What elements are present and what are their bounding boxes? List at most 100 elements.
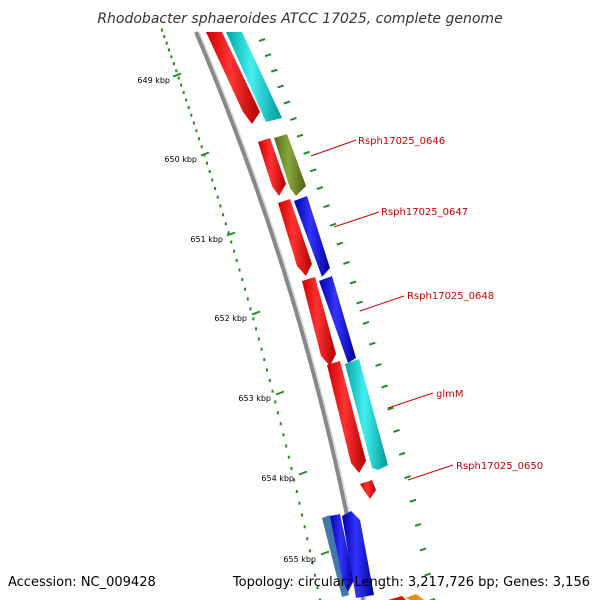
scale-dot	[238, 268, 241, 272]
outer-ring-dash	[283, 100, 291, 105]
genome-backbone-highlight	[198, 31, 367, 600]
gene-arrow[interactable]	[226, 32, 282, 122]
scale-dot	[313, 573, 316, 577]
scale-dot	[177, 76, 180, 80]
scale-dot	[198, 137, 201, 141]
scale-dot	[279, 422, 282, 426]
gene-arrow[interactable]	[319, 276, 356, 363]
accession-text: Accession: NC_009428	[8, 575, 156, 590]
scale-dot	[227, 231, 230, 235]
outer-ring-dash	[387, 406, 394, 411]
gene-arrow[interactable]	[258, 138, 286, 196]
scale-dot	[311, 561, 314, 565]
kbp-label-649: 649 kbp	[137, 76, 170, 85]
gene-labels: Rsph17025_0646 Rsph17025_0647 Rsph17025_…	[310, 136, 543, 481]
scale-dot	[287, 455, 290, 459]
gene-label-rsph17025-0650[interactable]: Rsph17025_0650	[456, 461, 543, 472]
scale-dot	[293, 478, 296, 482]
outer-ring-dash	[323, 204, 330, 209]
scale-dot	[285, 444, 288, 448]
map-title: Rhodobacter sphaeroides ATCC 17025, comp…	[97, 11, 502, 27]
outer-ring-dash	[258, 38, 266, 42]
scale-dot	[180, 83, 183, 87]
leader-line	[407, 464, 454, 481]
gene-label-rsph17025-0648[interactable]: Rsph17025_0648	[407, 291, 494, 302]
outer-ring-dash	[381, 384, 388, 389]
scale-major-tick	[226, 231, 236, 237]
outer-ring-dash	[264, 53, 272, 58]
gene-arrow[interactable]	[406, 594, 424, 600]
gene-arrow[interactable]	[360, 480, 376, 499]
gene-track-outer	[226, 32, 388, 598]
outer-ring-dash	[393, 428, 400, 433]
scale-dot	[192, 121, 195, 125]
kbp-label-652: 652 kbp	[214, 314, 247, 323]
scale-dot	[257, 337, 260, 341]
scale-dot	[168, 48, 171, 52]
scale-dot	[290, 467, 293, 471]
gene-label-glmm[interactable]: glmM	[436, 389, 464, 400]
scale-dot	[165, 41, 168, 45]
outer-ring-dash	[277, 84, 284, 89]
scale-dot	[185, 98, 188, 102]
scale-dot	[208, 170, 211, 174]
scale-dot	[274, 400, 277, 404]
scale-dot	[316, 586, 319, 590]
kbp-label-650: 650 kbp	[164, 155, 197, 164]
kbp-label-651: 651 kbp	[190, 235, 223, 244]
genome-summary-text: Topology: circular; Length: 3,217,726 bp…	[232, 575, 590, 590]
scale-dot	[271, 389, 274, 393]
outer-ring-dash	[329, 222, 337, 227]
gene-arrow[interactable]	[327, 361, 366, 473]
scale-dot	[235, 259, 238, 263]
gene-arrow[interactable]	[388, 596, 406, 600]
outer-ring-dash	[368, 341, 376, 346]
scale-major-tick	[251, 310, 261, 316]
outer-ring-dash	[414, 522, 422, 527]
scale-dot	[195, 129, 198, 133]
gene-arrow[interactable]	[302, 277, 336, 366]
scale-major-tick	[172, 72, 182, 78]
gene-arrow[interactable]	[294, 196, 330, 277]
scale-dot	[249, 307, 252, 311]
outer-ring-dash	[409, 498, 417, 503]
scale-dot	[216, 195, 219, 199]
outer-ring-dash	[296, 133, 304, 138]
scale-dot	[308, 549, 311, 553]
outer-ring-dash	[270, 68, 278, 73]
gene-arrow[interactable]	[274, 134, 306, 196]
kbp-labels: 649 kbp 650 kbp 651 kbp 652 kbp 653 kbp …	[137, 76, 316, 564]
gene-arrow[interactable]	[345, 359, 388, 470]
scale-dot	[233, 249, 236, 253]
gene-arrow[interactable]	[342, 511, 374, 598]
scale-dot	[219, 204, 222, 208]
scale-major-tick	[275, 390, 285, 396]
outer-ring-dots	[258, 38, 436, 600]
gene-label-rsph17025-0647[interactable]: Rsph17025_0647	[381, 207, 468, 218]
scale-major-tick	[298, 470, 308, 476]
gene-arrow[interactable]	[330, 514, 354, 592]
scale-major-tick	[200, 151, 210, 157]
gene-label-rsph17025-0646[interactable]: Rsph17025_0646	[358, 136, 445, 147]
scale-dot	[244, 287, 247, 291]
scale-dot	[224, 222, 227, 226]
scale-dot	[161, 28, 163, 32]
scale-dot	[268, 379, 271, 383]
scale-dot	[252, 317, 255, 321]
kbp-scale-dots	[161, 28, 321, 600]
scale-dot	[255, 327, 258, 331]
leader-line	[387, 392, 434, 409]
scale-dot	[298, 501, 301, 505]
gene-arrow[interactable]	[206, 32, 260, 124]
scale-dot	[230, 240, 233, 244]
outer-ring-dash	[362, 320, 370, 325]
outer-ring-dash	[303, 150, 310, 155]
outer-ring-dash	[343, 260, 350, 265]
scale-dot	[260, 347, 263, 351]
outer-ring-dash	[316, 186, 324, 191]
scale-dot	[211, 178, 214, 182]
scale-dot	[276, 411, 279, 415]
outer-ring-dash	[428, 598, 436, 600]
gene-arrow[interactable]	[278, 199, 312, 276]
outer-ring-dash	[398, 451, 406, 456]
